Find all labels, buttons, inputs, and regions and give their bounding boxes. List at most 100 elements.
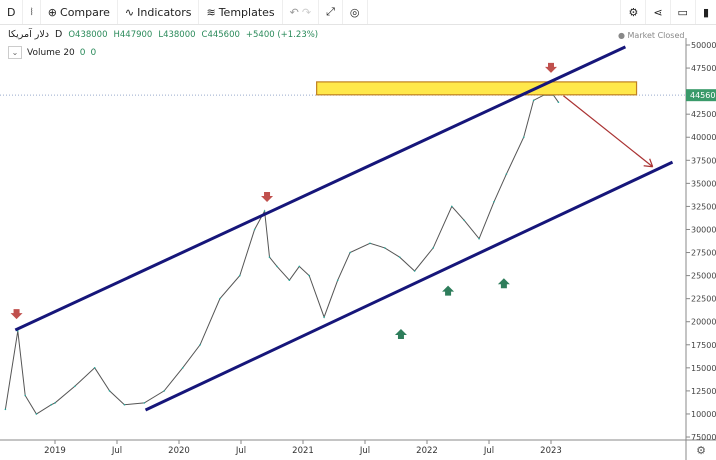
price-point xyxy=(349,251,351,254)
indicators-button[interactable]: ∿ Indicators xyxy=(118,0,200,24)
y-tick-label: 225000 xyxy=(691,295,716,304)
interval-button[interactable]: D xyxy=(0,0,24,24)
price-point xyxy=(493,201,495,203)
x-tick-label: 2022 xyxy=(416,446,438,456)
price-point xyxy=(238,274,241,277)
y-tick-label: 375000 xyxy=(691,156,716,165)
ohlc-change: +5400 (+1.23%) xyxy=(245,29,319,40)
price-point xyxy=(24,394,27,397)
x-tick-label: Jul xyxy=(359,446,370,456)
price-point xyxy=(74,385,76,388)
projection-arrow-line xyxy=(563,95,654,168)
compare-label: Compare xyxy=(60,5,110,19)
templates-icon: ≋ xyxy=(206,5,216,19)
price-point xyxy=(463,219,466,222)
price-point xyxy=(522,136,525,139)
y-tick-label: 400000 xyxy=(691,133,716,142)
price-point xyxy=(54,402,56,404)
y-tick-label: 75000 xyxy=(691,433,716,442)
compare-button[interactable]: ⊕ Compare xyxy=(41,0,118,24)
fullscreen-button[interactable]: ⤢ xyxy=(319,0,343,24)
price-point xyxy=(505,173,508,175)
y-tick-label: 425000 xyxy=(691,110,716,119)
price-point xyxy=(323,316,325,318)
x-tick-label: 2021 xyxy=(292,446,314,456)
sell-arrow-icon xyxy=(261,191,274,202)
price-point xyxy=(50,403,53,406)
axis-settings-gear-icon: ⚙ xyxy=(696,444,706,457)
price-point xyxy=(181,367,184,369)
price-point xyxy=(308,274,311,277)
symbol-name: دلار آمریکا xyxy=(8,29,50,40)
delete-button[interactable]: ▮ xyxy=(694,0,716,24)
price-point xyxy=(268,256,271,258)
price-point xyxy=(108,390,111,392)
templates-label: Templates xyxy=(218,5,275,19)
y-tick-label: 500000 xyxy=(691,41,716,50)
interval-label: D xyxy=(7,5,16,19)
settings-button[interactable]: ⚙ xyxy=(620,0,645,24)
y-tick-label: 100000 xyxy=(691,410,716,419)
price-point xyxy=(93,367,96,369)
price-point xyxy=(532,99,535,102)
copy-icon: ▭ xyxy=(677,5,688,19)
fullscreen-icon: ⤢ xyxy=(326,5,335,18)
volume-value: 0 xyxy=(79,47,86,58)
toolbar: D ⧘ ⊕ Compare ∿ Indicators ≋ Templates ↶ ↷ ⤢… xyxy=(0,0,716,25)
projection-arrowhead-icon xyxy=(643,158,654,168)
last-price-tag xyxy=(686,89,716,102)
indicators-icon: ∿ xyxy=(124,5,135,19)
templates-button[interactable]: ≋ Templates xyxy=(199,0,283,24)
y-tick-label: 150000 xyxy=(691,364,716,373)
collapse-chevron-icon[interactable]: ⌄ xyxy=(8,46,22,59)
hide-drawings-button[interactable]: ◎ xyxy=(343,0,368,24)
ohlc-open: O438000 xyxy=(68,29,108,40)
price-point xyxy=(199,343,201,346)
share-button[interactable]: ⋖ xyxy=(645,0,669,24)
trash-icon: ▮ xyxy=(702,5,709,19)
symbol-legend: دلار آمریکا D O438000 H447900 L438000 C4… xyxy=(8,29,318,40)
sell-arrow-icon xyxy=(10,309,23,320)
undo-redo: ↶ ↷ xyxy=(283,0,320,24)
volume-label: Volume 20 xyxy=(27,47,75,58)
price-point xyxy=(219,297,221,300)
price-point xyxy=(288,279,291,282)
price-point xyxy=(384,247,386,249)
undo-icon[interactable]: ↶ xyxy=(289,5,299,19)
last-price-label: 445600 xyxy=(690,91,716,100)
plus-circle-icon: ⊕ xyxy=(47,5,58,19)
chart-type-button[interactable]: ⧘ xyxy=(23,0,41,24)
price-point xyxy=(451,205,453,208)
ohlc-low: L438000 xyxy=(158,29,196,40)
y-tick-label: 300000 xyxy=(691,225,716,234)
indicators-label: Indicators xyxy=(137,5,192,19)
sell-arrow-icon xyxy=(545,62,557,73)
price-point xyxy=(123,403,126,406)
buy-arrow-icon xyxy=(497,278,510,289)
price-point xyxy=(35,413,38,415)
upper-channel-line xyxy=(14,45,627,332)
snapshot-button[interactable]: ▭ xyxy=(669,0,695,24)
ohlc-close: C445600 xyxy=(201,29,240,40)
price-point xyxy=(336,279,339,282)
x-tick-label: Jul xyxy=(235,446,246,456)
price-point xyxy=(143,402,146,404)
x-tick-label: Jul xyxy=(483,446,494,456)
price-point xyxy=(4,408,7,411)
price-point xyxy=(432,247,435,249)
volume-ma-value: 0 xyxy=(90,47,97,58)
y-tick-label: 275000 xyxy=(691,249,716,258)
x-tick-label: 2020 xyxy=(168,446,190,456)
legend-interval: D xyxy=(55,29,63,40)
x-tick-label: 2019 xyxy=(44,446,66,456)
redo-icon[interactable]: ↷ xyxy=(301,5,312,19)
y-tick-label: 175000 xyxy=(691,341,716,350)
candles-icon: ⧘ xyxy=(30,5,33,18)
gear-icon: ⚙ xyxy=(628,5,639,19)
eye-off-icon: ◎ xyxy=(349,5,360,19)
share-icon: ⋖ xyxy=(653,5,663,19)
ohlc-high: H447900 xyxy=(113,29,153,40)
price-point xyxy=(263,210,266,212)
resistance-zone xyxy=(316,81,638,96)
